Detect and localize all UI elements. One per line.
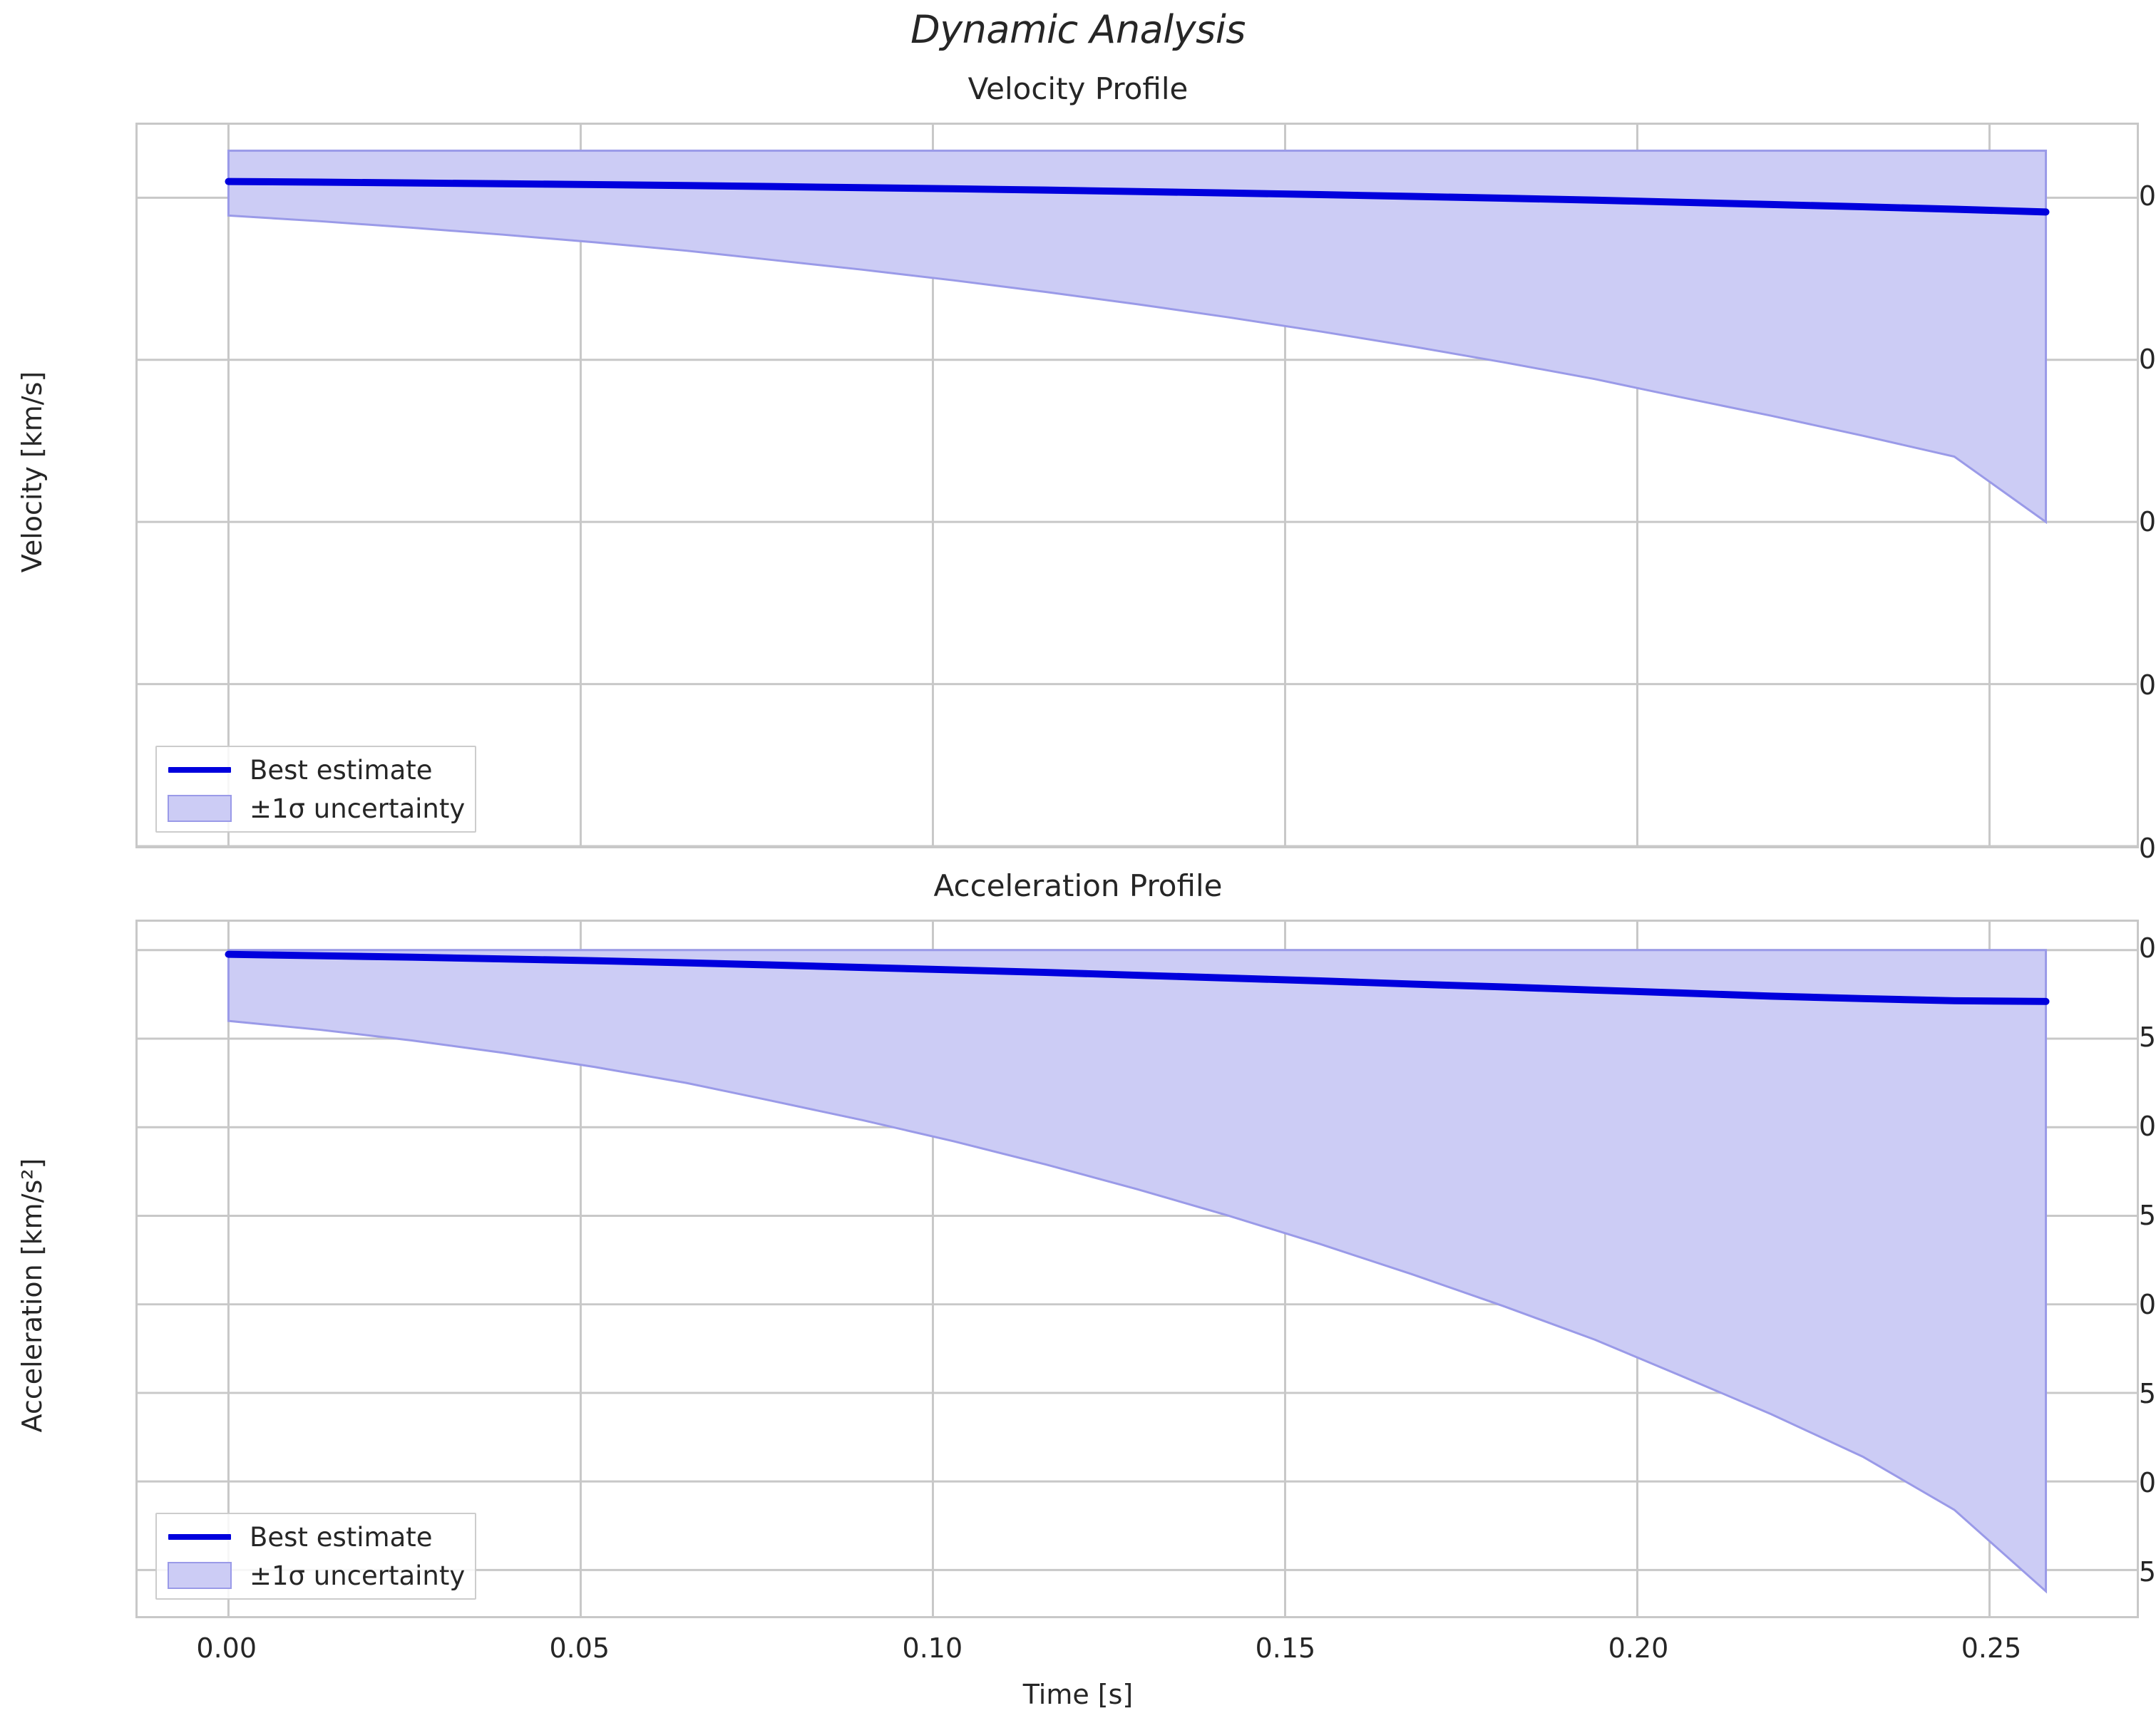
- acceleration-xtick-label: 0.20: [1608, 1632, 1669, 1664]
- acceleration-ylabel: Acceleration [km/s²]: [16, 1158, 48, 1433]
- acceleration-plot-area: [135, 920, 2139, 1618]
- velocity-plot-svg: [138, 125, 2137, 846]
- acceleration-xtick-label: 0.10: [902, 1632, 963, 1664]
- acceleration-plot-svg: [138, 922, 2137, 1616]
- acceleration-xtick-label: 0.15: [1255, 1632, 1316, 1664]
- acceleration-xtick-label: 0.25: [1961, 1632, 2022, 1664]
- legend-item-label: Best estimate: [250, 754, 433, 786]
- acceleration-xtick-label: 0.05: [549, 1632, 610, 1664]
- legend-item[interactable]: Best estimate: [165, 754, 465, 786]
- legend-item[interactable]: ±1σ uncertainty: [165, 1560, 465, 1591]
- figure-suptitle: Dynamic Analysis: [910, 7, 1246, 52]
- legend-patch-swatch: [168, 795, 232, 822]
- legend-line-swatch: [168, 1534, 231, 1540]
- legend-patch-swatch: [168, 1562, 232, 1589]
- velocity-legend[interactable]: Best estimate ±1σ uncertainty: [155, 746, 477, 833]
- velocity-axes-title: Velocity Profile: [967, 71, 1189, 106]
- legend-item-label: Best estimate: [250, 1521, 433, 1553]
- velocity-ylabel: Velocity [km/s]: [16, 371, 48, 573]
- legend-item-label: ±1σ uncertainty: [250, 1560, 466, 1591]
- acceleration-axes-title: Acceleration Profile: [933, 868, 1223, 903]
- velocity-ytick-label: 0: [2138, 833, 2156, 864]
- acceleration-ytick-label: 0: [2138, 932, 2156, 964]
- velocity-plot-area: [135, 123, 2139, 848]
- legend-item[interactable]: Best estimate: [165, 1521, 465, 1553]
- figure-xlabel: Time [s]: [1022, 1679, 1134, 1710]
- legend-line-swatch: [168, 767, 231, 773]
- acceleration-xtick-label: 0.00: [196, 1632, 257, 1664]
- legend-item[interactable]: ±1σ uncertainty: [165, 793, 465, 824]
- acceleration-legend[interactable]: Best estimate ±1σ uncertainty: [155, 1513, 477, 1600]
- legend-item-label: ±1σ uncertainty: [250, 793, 466, 824]
